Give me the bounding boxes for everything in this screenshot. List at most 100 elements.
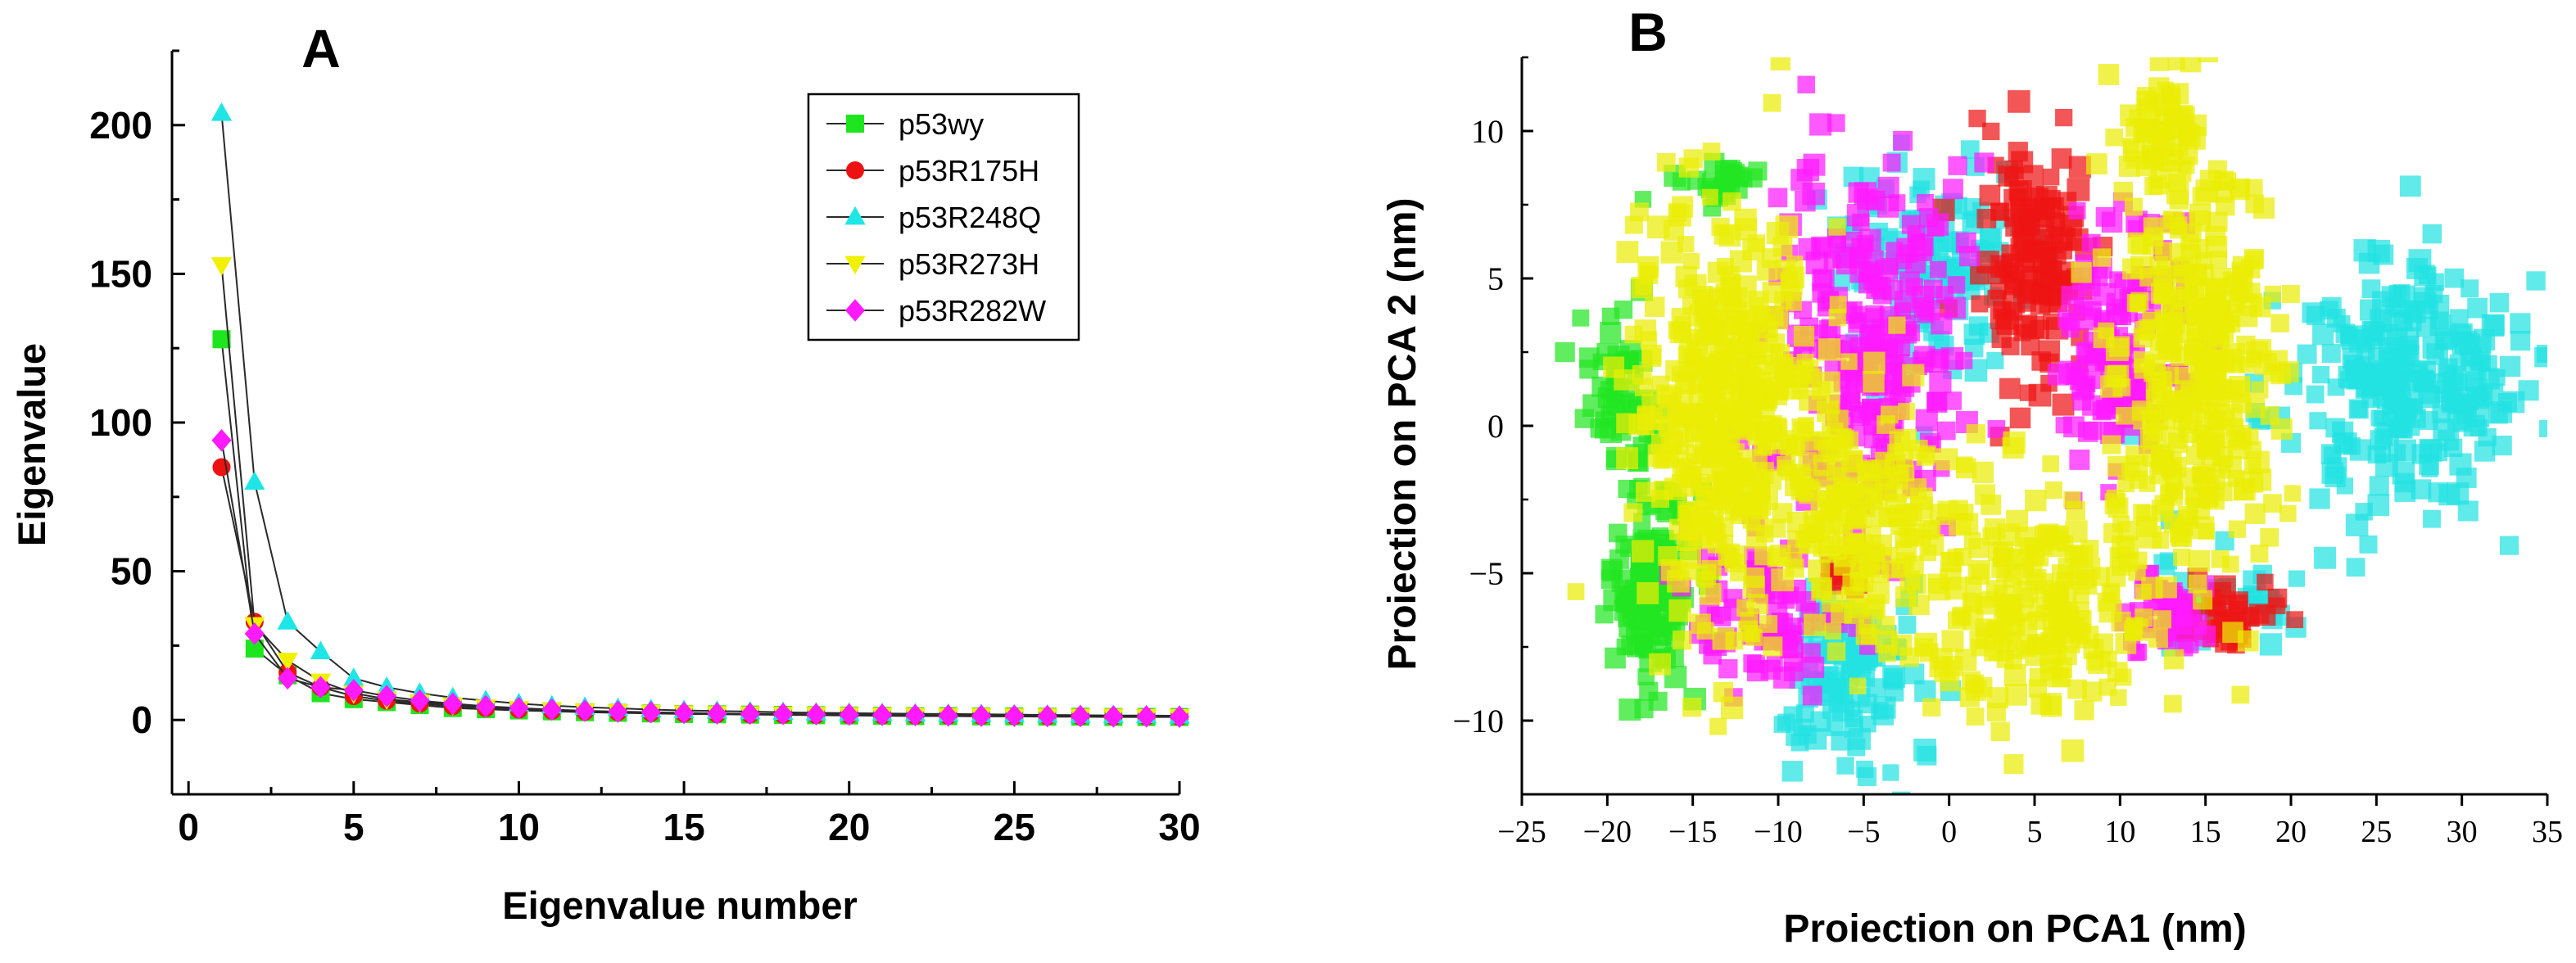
panel-b-data-point — [2116, 407, 2134, 425]
panel-a-data-point — [871, 703, 893, 726]
panel-b-data-point — [2449, 373, 2468, 392]
panel-b-data-point — [2082, 681, 2103, 702]
panel-b-data-point — [2481, 314, 2505, 337]
panel-b-data-point — [1760, 414, 1783, 437]
panel-b-data-point — [2003, 754, 2024, 775]
panel-b-data-point — [1656, 152, 1676, 172]
panel-b-data-point — [2340, 326, 2358, 344]
panel-b-data-point — [2142, 311, 2160, 330]
panel-b-data-point — [2346, 371, 2365, 390]
panel-b-data-point — [1818, 545, 1836, 563]
panel-b-data-point — [2192, 187, 2212, 206]
panel-b-data-point — [2005, 653, 2022, 670]
panel-a-data-point — [442, 692, 463, 715]
panel-b-data-point — [2074, 700, 2094, 721]
panel-b-data-point — [1929, 371, 1952, 394]
panel-b-data-point — [2399, 175, 2421, 197]
panel-b-data-point — [2418, 386, 2440, 409]
panel-a-data-point — [476, 694, 496, 718]
panel-b-data-point — [1731, 357, 1751, 377]
panel-a-data-point — [1070, 704, 1091, 728]
panel-b-data-point — [1660, 241, 1683, 264]
panel-b-data-point — [1635, 482, 1656, 502]
panel-b-data-point — [2231, 261, 2253, 283]
panel-b-data-point — [2191, 466, 2209, 484]
panel-b-data-point — [1935, 448, 1958, 471]
panel-b-data-point — [2179, 420, 2203, 443]
panel-b-data-point — [2111, 611, 2131, 632]
panel-a-legend-marker — [844, 206, 866, 225]
panel-b-data-point — [2044, 234, 2064, 254]
panel-a-data-point — [211, 102, 233, 121]
panel-b-data-point — [1732, 418, 1752, 438]
panel-b-data-point — [2021, 337, 2040, 356]
panel-b-data-point — [2264, 285, 2282, 303]
panel-b-data-point — [2014, 526, 2036, 548]
panel-b-data-point — [1796, 159, 1820, 182]
panel-b-data-point — [1748, 291, 1769, 311]
panel-b-data-point — [1979, 184, 2001, 206]
panel-b-data-point — [1618, 699, 1641, 721]
panel-b-data-point — [2311, 366, 2330, 384]
panel-b-data-point — [1921, 26, 1941, 47]
panel-b-data-point — [1708, 288, 1725, 305]
panel-b-data-point — [1756, 260, 1777, 281]
panel-a-data-point — [410, 689, 430, 712]
panel-b-data-point — [1615, 536, 1634, 554]
panel-b-data-point — [2005, 683, 2027, 706]
panel-b-data-point — [2057, 535, 2074, 553]
panel-b-data-point — [2098, 322, 2115, 339]
panel-b-data-point — [1859, 715, 1877, 733]
panel-b-data-point — [2058, 360, 2081, 384]
panel-b-data-point — [2257, 573, 2274, 591]
panel-b-data-point — [2321, 344, 2341, 364]
panel-b-data-point — [2033, 573, 2054, 595]
panel-b-data-point — [1747, 234, 1766, 252]
panel-b-data-point — [1947, 276, 1966, 294]
panel-b-data-point — [1725, 443, 1745, 463]
panel-b-data-point — [2009, 407, 2031, 429]
panel-b-data-point — [2133, 328, 2153, 348]
panel-b-data-point — [1879, 483, 1898, 501]
panel-b-data-point — [1892, 791, 1911, 794]
panel-b-data-point — [1828, 309, 1846, 327]
panel-b-data-point — [2332, 421, 2354, 443]
panel-a-y-tick-label: 0 — [131, 699, 152, 741]
panel-b-data-point — [1703, 645, 1723, 665]
panel-b-data-point — [2488, 368, 2506, 387]
panel-b-y-tick-label: 5 — [1487, 260, 1504, 297]
panel-b-data-point — [1594, 417, 1616, 439]
panel-b-data-point — [2048, 667, 2069, 688]
panel-a-legend-marker — [844, 255, 866, 275]
panel-a-legend-marker — [846, 161, 864, 179]
panel-b-data-point — [2163, 312, 2185, 334]
panel-b-data-point — [2097, 592, 2116, 612]
panel-b-data-point — [2450, 309, 2469, 328]
panel-b-data-point — [2017, 287, 2035, 304]
panel-b-data-point — [2518, 380, 2539, 401]
panel-b-data-point — [2028, 383, 2052, 407]
panel-b-data-point — [2025, 489, 2047, 512]
panel-b-data-point — [1818, 338, 1841, 361]
panel-b-data-point — [1863, 351, 1886, 374]
panel-b-data-point — [2130, 255, 2153, 278]
panel-b-data-point — [2231, 178, 2251, 198]
panel-b-data-point — [1648, 691, 1668, 711]
panel-b-data-point — [2055, 108, 2073, 127]
panel-b-data-point — [1955, 232, 1976, 253]
panel-b-data-point — [1880, 468, 1900, 487]
panel-b-data-point — [2148, 627, 2168, 648]
panel-b-data-point — [2003, 431, 2026, 454]
panel-b-data-point — [1786, 438, 1804, 457]
panel-a-data-point — [707, 702, 727, 725]
panel-a-data-point — [806, 703, 826, 726]
panel-a-legend-label: p53R175H — [899, 154, 1039, 188]
panel-b-data-point — [1866, 543, 1886, 563]
panel-b-data-point — [1713, 470, 1733, 490]
panel-b-data-point — [2231, 685, 2250, 704]
panel-b-data-point — [1736, 599, 1754, 617]
panel-b-data-point — [1767, 518, 1786, 538]
panel-a-data-point — [772, 703, 794, 726]
panel-b-y-tick-label: 10 — [1471, 113, 1504, 150]
panel-a-x-tick-label: 5 — [343, 806, 364, 848]
